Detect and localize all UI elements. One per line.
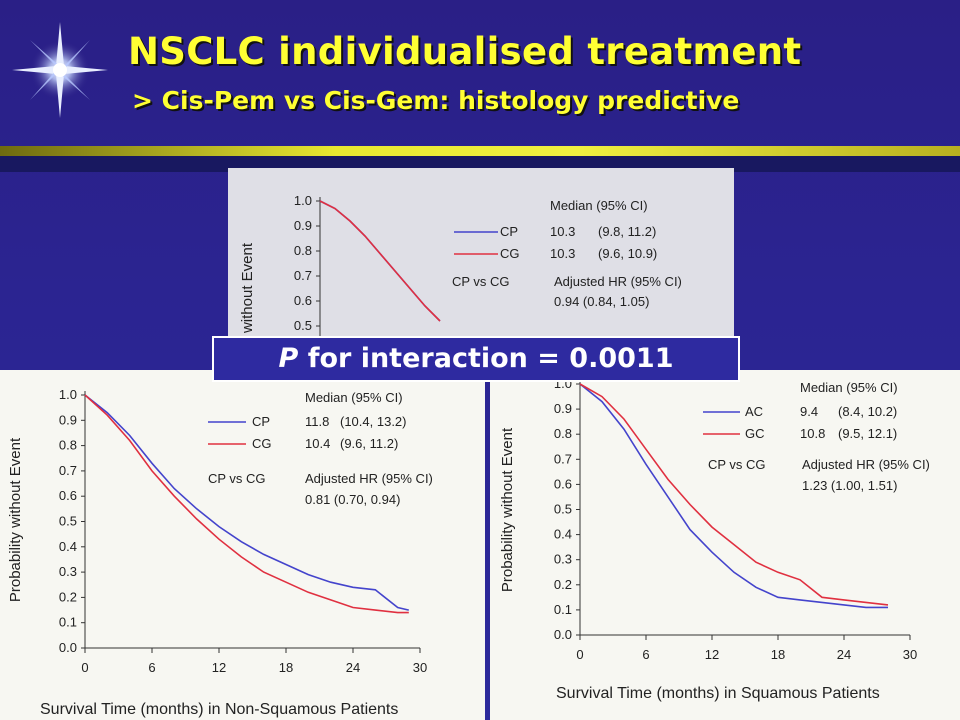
y-tick-label: 1.0 xyxy=(294,193,312,208)
y-axis-label: Probability without Event xyxy=(499,427,516,592)
legend-hr-value: 0.81 (0.70, 0.94) xyxy=(305,492,400,507)
legend-compare-label: CP vs CG xyxy=(208,471,266,486)
legend-median: 10.4 xyxy=(305,436,330,451)
banner-text: for interaction = 0.0011 xyxy=(298,343,674,374)
legend-compare-label: CP vs CG xyxy=(452,274,510,289)
star-icon xyxy=(12,22,108,118)
x-tick-label: 0 xyxy=(576,647,583,662)
y-tick-label: 0.2 xyxy=(554,577,572,592)
y-tick-label: 0.8 xyxy=(554,426,572,441)
x-tick-label: 0 xyxy=(81,660,88,675)
legend-series-name: GC xyxy=(745,426,765,441)
y-tick-label: 0.8 xyxy=(294,243,312,258)
y-tick-label: 0.1 xyxy=(59,615,77,630)
y-tick-label: 0.1 xyxy=(554,602,572,617)
y-tick-label: 0.4 xyxy=(59,539,77,554)
x-tick-label: 24 xyxy=(346,660,360,675)
legend-hr-header: Adjusted HR (95% CI) xyxy=(305,471,433,486)
x-tick-label: 30 xyxy=(413,660,427,675)
legend-ci: (9.6, 10.9) xyxy=(598,246,657,261)
x-tick-label: 30 xyxy=(903,647,917,662)
legend-ci: (9.5, 12.1) xyxy=(838,426,897,441)
banner-p: P xyxy=(278,343,299,374)
y-tick-label: 0.6 xyxy=(554,476,572,491)
legend-header: Median (95% CI) xyxy=(550,198,648,213)
series-line-gc xyxy=(579,383,889,606)
y-tick-label: 0.7 xyxy=(59,463,77,478)
legend-hr-value: 1.23 (1.00, 1.51) xyxy=(802,478,897,493)
legend-median: 9.4 xyxy=(800,404,818,419)
x-axis-label: Survival Time (months) in Squamous Patie… xyxy=(556,685,880,702)
interaction-banner: P for interaction = 0.0011 xyxy=(212,336,740,382)
y-axis-label: without Event xyxy=(239,242,256,334)
y-tick-label: 0.7 xyxy=(554,451,572,466)
y-tick-label: 0.6 xyxy=(294,293,312,308)
y-tick-label: 0.5 xyxy=(294,318,312,333)
legend-series-name: CP xyxy=(252,414,270,429)
y-tick-label: 0.6 xyxy=(59,488,77,503)
legend-median: 10.8 xyxy=(800,426,825,441)
y-tick-label: 0.9 xyxy=(554,401,572,416)
y-tick-label: 0.3 xyxy=(554,552,572,567)
y-tick-label: 0.9 xyxy=(59,412,77,427)
y-tick-label: 0.9 xyxy=(294,218,312,233)
slide-subtitle: > Cis-Pem vs Cis-Gem: histology predicti… xyxy=(132,86,740,115)
legend-median: 11.8 xyxy=(305,414,329,429)
legend-header: Median (95% CI) xyxy=(800,380,898,395)
series-line-cg xyxy=(84,394,409,614)
legend-header: Median (95% CI) xyxy=(305,390,403,405)
y-tick-label: 0.3 xyxy=(59,564,77,579)
series-line-cp xyxy=(84,394,409,611)
y-tick-label: 0.0 xyxy=(554,627,572,642)
x-tick-label: 24 xyxy=(837,647,851,662)
legend-series-name: CG xyxy=(500,246,520,261)
legend-ci: (10.4, 13.2) xyxy=(340,414,407,429)
chart-non-squamous: 1.0 0.9 0.8 0.7 0.6 0.5 0.4 0.3 0.2 0.1 0.0 0 6 12 18 2… xyxy=(7,387,433,718)
x-tick-label: 18 xyxy=(279,660,293,675)
y-tick-label: 0.5 xyxy=(59,514,77,529)
chart-overall: 1.0 0.9 0.8 0.7 0.6 0.5 without Event Median (9… xyxy=(239,193,682,346)
chart-squamous: 1.00.90.80.70.60.50.40.30.20.10.00 6 12 18 2… xyxy=(499,376,930,702)
y-axis-label: Probability without Event xyxy=(7,437,24,602)
slide-title: NSCLC individualised treatment xyxy=(128,30,802,73)
y-tick-label: 0.0 xyxy=(59,640,77,655)
y-tick-label: 1.0 xyxy=(59,387,77,402)
legend-ci: (8.4, 10.2) xyxy=(838,404,897,419)
x-tick-label: 6 xyxy=(148,660,155,675)
series-line-cg xyxy=(319,200,441,322)
y-tick-label: 0.4 xyxy=(554,527,572,542)
legend-median: 10.3 xyxy=(550,224,575,239)
y-tick-label: 0.7 xyxy=(294,268,312,283)
x-axis-label: Survival Time (months) in Non-Squamous P… xyxy=(40,701,398,718)
legend-series-name: AC xyxy=(745,404,763,419)
x-tick-label: 12 xyxy=(212,660,226,675)
y-tick-label: 0.5 xyxy=(554,502,572,517)
x-tick-label: 18 xyxy=(771,647,785,662)
legend-hr-header: Adjusted HR (95% CI) xyxy=(554,274,682,289)
chart-panel-squamous: 1.0 0.9 0.8 0.7 0.6 0.5 0.4 0.3 0.2 0.1 0.0 0 6 12 18 2… xyxy=(490,370,960,720)
chart-panel-non-squamous: 1.0 0.9 0.8 0.7 0.6 0.5 0.4 0.3 0.2 0.1 0.0 0 6 12 18 2… xyxy=(0,370,485,720)
y-tick-label: 0.2 xyxy=(59,589,77,604)
y-tick-label: 0.8 xyxy=(59,438,77,453)
legend-compare-label: CP vs CG xyxy=(708,457,766,472)
legend-series-name: CG xyxy=(252,436,272,451)
divider-band xyxy=(0,146,960,156)
legend-hr-value: 0.94 (0.84, 1.05) xyxy=(554,294,649,309)
legend-ci: (9.6, 11.2) xyxy=(340,436,398,451)
chart-panel-overall: 1.0 0.9 0.8 0.7 0.6 0.5 without Event Median (9… xyxy=(228,168,734,368)
x-tick-label: 12 xyxy=(705,647,719,662)
legend-hr-header: Adjusted HR (95% CI) xyxy=(802,457,930,472)
legend-ci: (9.8, 11.2) xyxy=(598,224,656,239)
legend-median: 10.3 xyxy=(550,246,575,261)
series-line-ac xyxy=(579,383,888,609)
x-tick-label: 6 xyxy=(642,647,649,662)
legend-series-name: CP xyxy=(500,224,518,239)
